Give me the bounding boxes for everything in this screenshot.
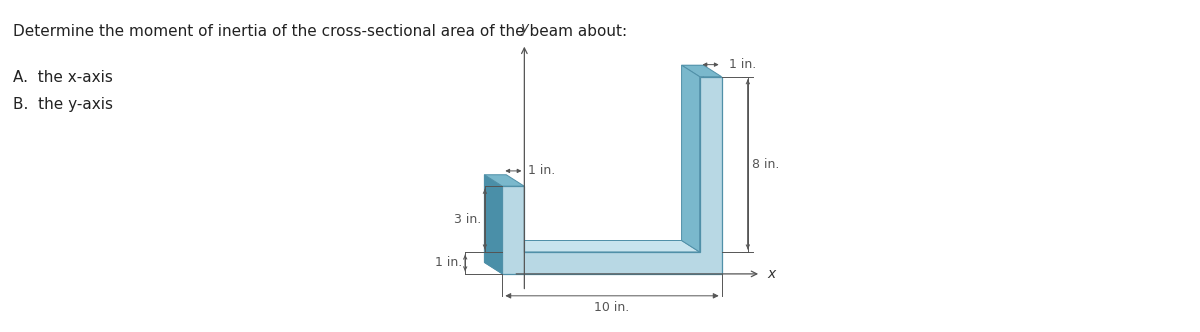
Text: x: x [768,267,776,281]
Polygon shape [485,65,703,262]
Text: 1 in.: 1 in. [730,58,756,71]
Polygon shape [485,175,503,274]
Polygon shape [682,65,721,77]
Polygon shape [506,240,700,252]
Text: 10 in.: 10 in. [594,301,630,314]
Polygon shape [485,262,721,274]
Text: 1 in.: 1 in. [434,256,462,270]
Text: 8 in.: 8 in. [752,158,780,171]
Polygon shape [485,175,524,186]
Polygon shape [503,77,721,274]
Text: 3 in.: 3 in. [455,212,481,226]
Text: 1 in.: 1 in. [528,164,554,177]
Polygon shape [682,65,700,252]
Text: A.  the x-axis: A. the x-axis [13,70,113,85]
Text: B.  the y-axis: B. the y-axis [13,97,113,112]
Text: y: y [521,21,528,35]
Text: Determine the moment of inertia of the cross-sectional area of the beam about:: Determine the moment of inertia of the c… [13,24,628,39]
